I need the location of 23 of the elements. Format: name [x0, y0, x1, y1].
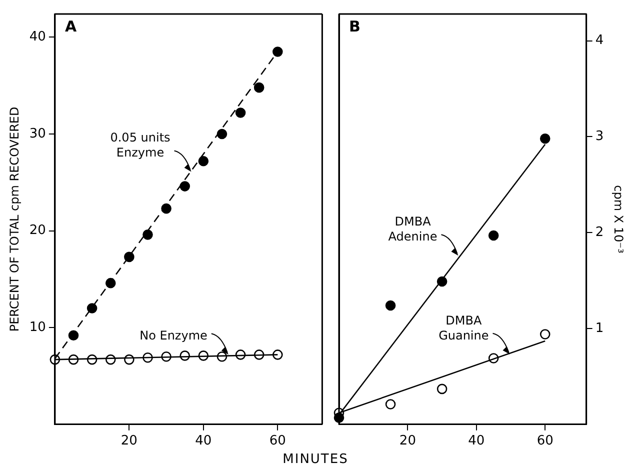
- annotation: No Enzyme: [140, 328, 208, 343]
- y-tick-label: 4: [595, 33, 604, 48]
- y-tick-label: 20: [29, 223, 46, 238]
- y-tick-label: 30: [29, 126, 46, 142]
- annotation: DMBA Guanine: [438, 313, 489, 342]
- y-tick-label: 10: [29, 320, 46, 335]
- y-tick-label: 40: [29, 30, 46, 45]
- x-tick-label: 60: [269, 434, 286, 449]
- y-tick-label: 1: [595, 320, 604, 336]
- x-tick-label: 20: [120, 434, 138, 449]
- x-tick-label: 40: [468, 434, 485, 449]
- y-axis-title: cpm X 10⁻³: [612, 185, 626, 254]
- x-tick-label: 20: [399, 434, 416, 449]
- y-tick-label: 2: [595, 225, 604, 240]
- y-tick-label: 3: [595, 129, 604, 144]
- x-tick-label: 40: [195, 434, 212, 449]
- annotation: 0.05 units Enzyme: [110, 130, 170, 160]
- chart-title: B: [349, 17, 360, 36]
- annotation: DMBA Adenine: [388, 214, 438, 244]
- x-axis-title: MINUTES: [282, 452, 350, 467]
- chart-title: A: [64, 17, 77, 36]
- x-tick-label: 60: [536, 434, 554, 449]
- y-axis-title: PERCENT OF TOTAL cpm RECOVERED: [7, 106, 22, 332]
